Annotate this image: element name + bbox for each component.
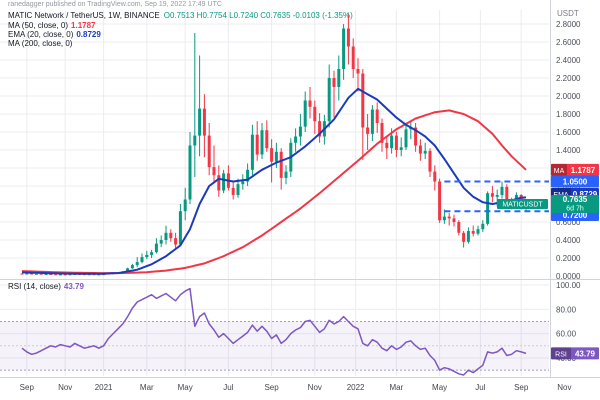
svg-text:2.2000: 2.2000: [556, 74, 581, 83]
svg-text:2.4000: 2.4000: [556, 56, 581, 65]
symbol-title: MATIC Network / TetherUS, 1W, BINANCE: [8, 11, 160, 20]
ma50-label: MA (50, close, 0): [8, 21, 69, 30]
candlesticks: [20, 13, 528, 276]
svg-text:6d 7h: 6d 7h: [566, 206, 584, 213]
svg-text:0.8729: 0.8729: [573, 190, 598, 199]
svg-text:May: May: [432, 383, 447, 392]
svg-text:Jul: Jul: [475, 383, 485, 392]
svg-text:Jul: Jul: [223, 383, 233, 392]
svg-text:1.6000: 1.6000: [556, 128, 581, 137]
indicator-legend-ema20[interactable]: EMA (20, close, 0) 0.8729: [8, 30, 101, 39]
rsi-pane: [0, 320, 549, 371]
svg-text:0.6000: 0.6000: [556, 218, 581, 227]
svg-text:Sep: Sep: [20, 383, 35, 392]
svg-text:2021: 2021: [95, 383, 113, 392]
svg-text:Sep: Sep: [264, 383, 279, 392]
rsi-line: [21, 287, 527, 376]
symbol-price-tag: MATICUSDT: [502, 202, 543, 209]
svg-text:1.0500: 1.0500: [563, 178, 588, 187]
current-price-pill: MATICUSDT 0.7635 6d 7h: [497, 195, 599, 213]
indicator-legend-rsi[interactable]: RSI (14, close) 43.79: [8, 282, 84, 291]
svg-text:Nov: Nov: [308, 383, 322, 392]
svg-text:Mar: Mar: [390, 383, 404, 392]
grid-lines: [0, 10, 549, 376]
ema20-line: [21, 87, 527, 275]
svg-text:80.00: 80.00: [556, 305, 577, 314]
ma50-axis-pill: MA 1.1787: [551, 163, 599, 176]
svg-text:1.1787: 1.1787: [571, 166, 596, 175]
svg-text:RSI: RSI: [555, 351, 567, 358]
ma50-value: 1.1787: [71, 21, 96, 30]
ema20-label: EMA (20, close, 0): [8, 30, 74, 39]
rsi-value: 43.79: [63, 282, 84, 291]
time-axis[interactable]: Sep Nov 2021 Mar May Jul Sep Nov 2022 Mar May Jul Se…: [20, 383, 572, 392]
ohlc-values: O0.7513 H0.7754 L0.7240 C0.7635 -0.0103 …: [163, 11, 353, 20]
svg-text:0.2000: 0.2000: [556, 254, 581, 263]
svg-text:1.8000: 1.8000: [556, 110, 581, 119]
svg-text:1.4000: 1.4000: [556, 146, 581, 155]
svg-text:May: May: [178, 383, 193, 392]
svg-text:100.00: 100.00: [556, 281, 581, 290]
svg-text:Nov: Nov: [58, 383, 72, 392]
ma50-line: [21, 109, 527, 275]
svg-text:Mar: Mar: [140, 383, 154, 392]
svg-text:0.7635: 0.7635: [563, 195, 588, 204]
level-pill-1: 1.0500: [551, 175, 599, 188]
svg-text:0.0000: 0.0000: [556, 272, 581, 281]
svg-text:Sep: Sep: [514, 383, 529, 392]
svg-text:0.7200: 0.7200: [563, 211, 588, 220]
currency-label: USDT: [557, 9, 579, 18]
indicator-legend-ma50[interactable]: MA (50, close, 0) 1.1787: [8, 21, 96, 30]
ema20-value: 0.8729: [76, 30, 101, 39]
svg-text:2.0000: 2.0000: [556, 92, 581, 101]
svg-text:2.8000: 2.8000: [556, 20, 581, 29]
svg-text:Nov: Nov: [557, 383, 571, 392]
svg-text:43.79: 43.79: [575, 349, 596, 358]
indicator-legend-ma200[interactable]: MA (200, close, 0): [8, 39, 72, 48]
svg-text:MA: MA: [554, 168, 565, 175]
rsi-axis-pill: RSI 43.79: [551, 347, 599, 360]
ma200-label: MA (200, close, 0): [8, 39, 73, 48]
svg-text:2.6000: 2.6000: [556, 38, 581, 47]
svg-text:60.00: 60.00: [556, 330, 577, 339]
attribution-text: ranedagger published on TradingView.com,…: [8, 1, 222, 8]
rsi-label: RSI (14, close): [8, 282, 61, 291]
svg-text:2022: 2022: [347, 383, 365, 392]
pane-separators: [0, 0, 600, 378]
price-axis[interactable]: USDT0.00000.20000.40000.60000.80001.0000…: [556, 9, 581, 281]
svg-text:0.4000: 0.4000: [556, 236, 581, 245]
symbol-legend[interactable]: MATIC Network / TetherUS, 1W, BINANCE O0.…: [8, 11, 353, 20]
